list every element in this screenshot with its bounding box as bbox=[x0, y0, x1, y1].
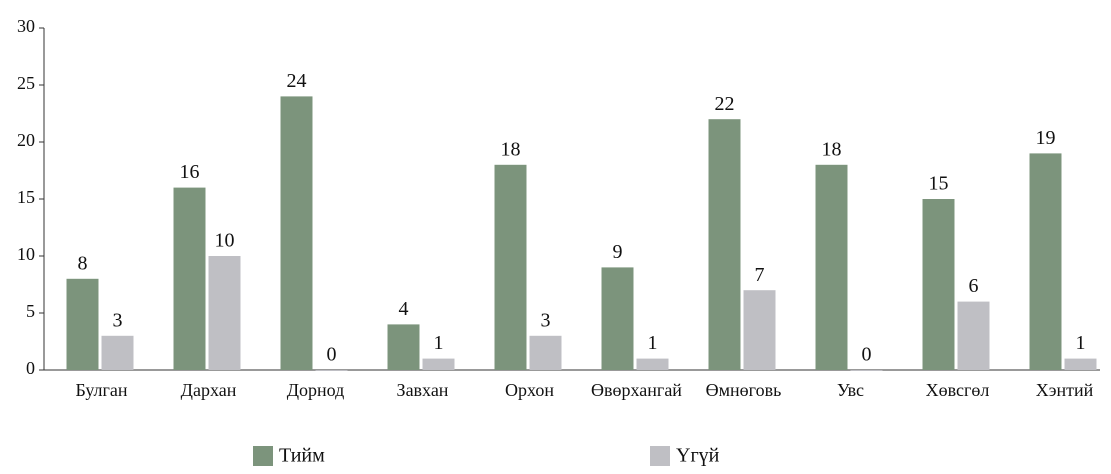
value-label: 18 bbox=[822, 138, 842, 160]
value-label: 0 bbox=[862, 344, 872, 366]
bar bbox=[280, 96, 313, 371]
y-tick-label: 10 bbox=[17, 244, 35, 264]
y-tick-label: 15 bbox=[17, 187, 35, 207]
bar bbox=[636, 358, 669, 370]
bar bbox=[957, 301, 990, 370]
legend-label: Үгүй bbox=[676, 445, 720, 467]
x-tick-label: Дорнод bbox=[287, 380, 345, 400]
legend-label: Тийм bbox=[279, 445, 325, 467]
x-tick-label: Хөвсгөл bbox=[926, 380, 990, 400]
value-label: 8 bbox=[78, 252, 88, 274]
value-label: 9 bbox=[613, 241, 623, 263]
y-tick-label: 20 bbox=[17, 130, 35, 150]
bar bbox=[208, 256, 241, 370]
value-label: 1 bbox=[648, 332, 658, 354]
x-tick-label: Завхан bbox=[397, 380, 449, 400]
value-label: 0 bbox=[327, 344, 337, 366]
bar bbox=[743, 290, 776, 370]
x-tick-label: Өмнөговь bbox=[706, 380, 782, 400]
bar bbox=[173, 187, 206, 370]
value-label: 18 bbox=[501, 138, 521, 160]
bar bbox=[66, 278, 99, 370]
bar bbox=[1029, 153, 1062, 370]
value-label: 7 bbox=[755, 264, 765, 286]
value-label: 10 bbox=[215, 230, 235, 252]
bar bbox=[422, 358, 455, 370]
bar bbox=[815, 164, 848, 370]
value-label: 4 bbox=[399, 298, 409, 320]
bar bbox=[529, 335, 562, 370]
value-label: 1 bbox=[1076, 332, 1086, 354]
legend-swatch bbox=[650, 446, 670, 466]
bar bbox=[1064, 358, 1097, 370]
value-label: 3 bbox=[113, 309, 123, 331]
bar bbox=[601, 267, 634, 370]
value-label: 1 bbox=[434, 332, 444, 354]
legend-swatch bbox=[253, 446, 273, 466]
bar bbox=[101, 335, 134, 370]
bar bbox=[387, 324, 420, 370]
x-tick-label: Дархан bbox=[181, 380, 237, 400]
y-tick-label: 5 bbox=[26, 301, 35, 321]
value-label: 6 bbox=[969, 275, 979, 297]
x-tick-label: Өвөрхангай bbox=[591, 380, 682, 400]
x-tick-label: Хэнтий bbox=[1036, 380, 1094, 400]
y-tick-label: 0 bbox=[26, 358, 35, 378]
bar bbox=[315, 370, 348, 371]
y-tick-label: 30 bbox=[17, 16, 35, 36]
bar bbox=[708, 119, 741, 370]
value-label: 16 bbox=[180, 161, 200, 183]
value-label: 24 bbox=[287, 70, 307, 92]
x-tick-label: Увс bbox=[837, 380, 864, 400]
value-label: 3 bbox=[541, 309, 551, 331]
value-label: 22 bbox=[715, 93, 735, 115]
bar bbox=[922, 199, 955, 370]
value-label: 19 bbox=[1036, 127, 1056, 149]
x-tick-label: Орхон bbox=[505, 380, 554, 400]
bar bbox=[850, 370, 883, 371]
bar bbox=[494, 164, 527, 370]
x-tick-label: Булган bbox=[75, 380, 127, 400]
y-tick-label: 25 bbox=[17, 73, 35, 93]
value-label: 15 bbox=[929, 173, 949, 195]
